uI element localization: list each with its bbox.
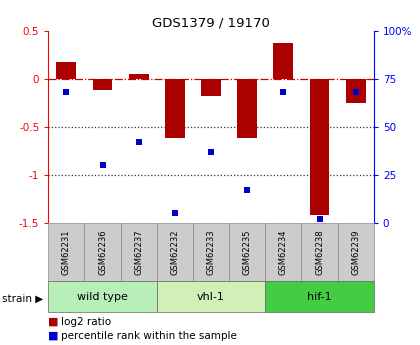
Text: GSM62234: GSM62234 (279, 229, 288, 275)
Text: GSM62233: GSM62233 (207, 229, 215, 275)
Bar (165, 79, 185, 138)
Bar (48, 281, 157, 312)
Bar (157, 223, 193, 281)
Bar (129, 74, 149, 79)
Bar (201, 79, 221, 96)
Text: hif-1: hif-1 (307, 292, 332, 302)
Bar (229, 223, 265, 281)
Point (316, 216, 323, 221)
Bar (121, 223, 157, 281)
Text: GSM62238: GSM62238 (315, 229, 324, 275)
Text: ■: ■ (48, 317, 59, 327)
Text: wild type: wild type (77, 292, 128, 302)
Text: GSM62232: GSM62232 (171, 229, 179, 275)
Bar (273, 43, 293, 79)
Point (135, 139, 142, 145)
Text: vhl-1: vhl-1 (197, 292, 225, 302)
Bar (265, 281, 374, 312)
Point (171, 210, 178, 216)
Bar (302, 223, 338, 281)
Bar (84, 223, 121, 281)
Text: strain ▶: strain ▶ (2, 294, 43, 303)
Text: GSM62239: GSM62239 (351, 229, 360, 275)
Bar (56, 62, 76, 79)
Text: GSM62237: GSM62237 (134, 229, 143, 275)
Point (63, 90, 70, 95)
Bar (338, 223, 374, 281)
Bar (48, 223, 84, 281)
Point (280, 90, 287, 95)
Point (99, 162, 106, 168)
Point (244, 187, 251, 193)
Bar (265, 223, 302, 281)
Point (352, 90, 359, 95)
Text: GSM62231: GSM62231 (62, 229, 71, 275)
Text: ■: ■ (48, 331, 59, 341)
Bar (310, 79, 330, 215)
Bar (92, 79, 113, 90)
Bar (193, 223, 229, 281)
Bar (346, 79, 366, 103)
Title: GDS1379 / 19170: GDS1379 / 19170 (152, 17, 270, 30)
Bar (237, 79, 257, 138)
Text: percentile rank within the sample: percentile rank within the sample (61, 331, 237, 341)
Text: GSM62236: GSM62236 (98, 229, 107, 275)
Text: GSM62235: GSM62235 (243, 229, 252, 275)
Text: log2 ratio: log2 ratio (61, 317, 111, 327)
Bar (157, 281, 265, 312)
Point (208, 149, 215, 155)
